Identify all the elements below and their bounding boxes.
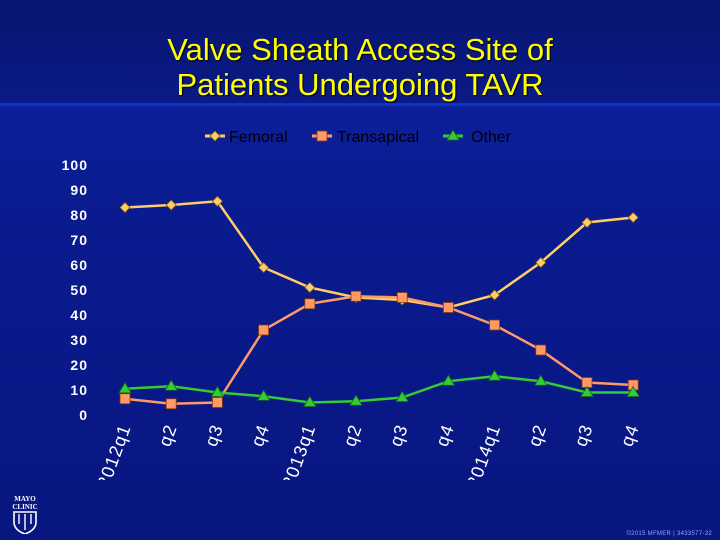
title-band <box>0 0 720 106</box>
legend-marker-other <box>446 129 460 141</box>
y-tick-label: 80 <box>70 207 88 223</box>
data-point-femoral <box>581 216 593 229</box>
copyright-footer: ©2015 MFMER | 3433577-32 <box>626 531 712 537</box>
data-point-other <box>118 381 132 394</box>
y-tick-label: 70 <box>70 232 88 248</box>
data-point-femoral <box>211 195 223 207</box>
data-point-other <box>626 385 640 397</box>
legend-marker-femoral <box>209 130 221 142</box>
logo-text-line-2: CLINIC <box>12 503 37 511</box>
series-line-other <box>124 374 634 404</box>
data-point-transapical <box>165 398 177 410</box>
data-point-femoral <box>165 199 177 211</box>
legend-label-transapical: Transapical <box>337 129 419 146</box>
y-tick-label: 50 <box>70 282 88 298</box>
data-point-femoral <box>489 289 501 301</box>
y-tick-label: 40 <box>70 307 88 323</box>
x-tick-label: q2 <box>339 422 365 450</box>
data-point-transapical <box>396 292 408 303</box>
data-point-transapical <box>489 319 501 331</box>
logo-text-line-1: MAYO <box>14 495 36 503</box>
y-tick-label: 90 <box>70 182 88 198</box>
data-point-transapical <box>304 298 316 310</box>
series-line-femoral <box>124 199 634 309</box>
data-point-femoral <box>627 211 639 224</box>
x-tick-label: q2 <box>524 422 550 450</box>
mayo-clinic-logo-icon: MAYO CLINIC <box>12 495 38 534</box>
data-point-other <box>534 374 548 386</box>
x-tick-label: q2 <box>155 422 181 450</box>
data-point-other <box>210 385 225 397</box>
data-point-other <box>164 379 178 391</box>
data-point-other <box>303 395 317 407</box>
x-tick-label: 2014q1 <box>463 422 504 480</box>
title-line-2: Patients Undergoing TAVR <box>176 67 544 102</box>
x-tick-label: q4 <box>432 422 458 450</box>
data-point-transapical <box>211 397 223 408</box>
data-point-other <box>487 369 502 381</box>
title-line-1: Valve Sheath Access Site of <box>167 32 553 67</box>
y-tick-label: 0 <box>79 407 88 423</box>
data-point-transapical <box>119 393 131 405</box>
data-point-other <box>441 374 456 386</box>
data-point-femoral <box>535 256 547 269</box>
legend-marker-transapical <box>316 130 328 142</box>
y-tick-label: 100 <box>62 157 88 173</box>
chart-title: Valve Sheath Access Site of Patients Und… <box>0 32 720 102</box>
data-point-other <box>256 389 271 401</box>
y-tick-label: 10 <box>70 382 88 398</box>
x-tick-label: q3 <box>570 422 596 450</box>
y-tick-label: 30 <box>70 332 88 348</box>
data-point-femoral <box>304 281 316 294</box>
data-point-femoral <box>119 201 131 214</box>
x-tick-label: q3 <box>386 422 412 450</box>
data-point-other <box>580 385 594 397</box>
legend-label-femoral: Femoral <box>229 129 288 146</box>
data-point-femoral <box>258 261 270 274</box>
legend-label-other: Other <box>471 129 512 146</box>
data-point-transapical <box>535 344 547 356</box>
x-tick-label: 2013q1 <box>278 422 319 480</box>
y-tick-label: 20 <box>70 357 88 373</box>
x-tick-label: q4 <box>247 422 273 450</box>
data-point-transapical <box>350 290 362 302</box>
x-tick-label: 2012q1 <box>93 422 134 480</box>
x-tick-label: q4 <box>617 422 643 450</box>
data-point-other <box>349 394 363 406</box>
title-rule <box>0 103 720 106</box>
data-point-transapical <box>258 324 270 336</box>
x-tick-label: q3 <box>201 422 227 450</box>
series-line-transapical <box>124 294 634 406</box>
data-point-transapical <box>442 302 454 313</box>
y-tick-label: 60 <box>70 257 88 273</box>
data-point-other <box>395 390 409 402</box>
line-chart: Femoral Transapical Other 0 10 20 30 40 50 60 70 80… <box>62 129 643 480</box>
